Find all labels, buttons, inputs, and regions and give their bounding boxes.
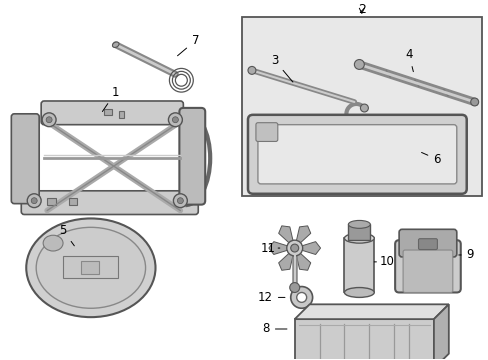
Bar — [344, 238, 373, 292]
Circle shape — [42, 113, 56, 127]
Circle shape — [470, 98, 478, 106]
Ellipse shape — [344, 288, 373, 297]
FancyBboxPatch shape — [257, 125, 456, 184]
Circle shape — [286, 240, 302, 256]
Polygon shape — [294, 248, 310, 270]
Bar — [347, 224, 369, 240]
Text: 7: 7 — [177, 34, 199, 56]
Text: 11: 11 — [260, 242, 279, 255]
Polygon shape — [294, 242, 320, 255]
Circle shape — [27, 194, 41, 208]
Bar — [63, 256, 118, 278]
Circle shape — [177, 198, 183, 204]
Ellipse shape — [43, 235, 63, 251]
Circle shape — [354, 59, 364, 69]
Text: 6: 6 — [421, 152, 440, 166]
Circle shape — [296, 292, 306, 302]
Text: 2: 2 — [357, 3, 365, 16]
Bar — [242, 17, 481, 196]
Text: 10: 10 — [373, 255, 393, 268]
Bar — [47, 198, 56, 204]
Circle shape — [168, 113, 182, 127]
FancyBboxPatch shape — [394, 240, 460, 292]
Circle shape — [46, 117, 52, 123]
Text: 1: 1 — [102, 86, 119, 112]
FancyBboxPatch shape — [418, 239, 436, 249]
Text: 5: 5 — [59, 224, 74, 246]
FancyBboxPatch shape — [179, 108, 205, 204]
Text: 9: 9 — [458, 248, 473, 261]
Ellipse shape — [347, 220, 369, 228]
Circle shape — [172, 117, 178, 123]
Polygon shape — [268, 242, 294, 255]
FancyBboxPatch shape — [402, 250, 452, 292]
Bar — [69, 198, 77, 204]
Polygon shape — [294, 304, 448, 319]
Bar — [294, 319, 433, 360]
Bar — [81, 261, 99, 274]
Bar — [119, 111, 123, 118]
FancyBboxPatch shape — [21, 191, 198, 215]
Circle shape — [173, 194, 187, 208]
Bar — [103, 109, 112, 115]
Circle shape — [290, 287, 312, 308]
Polygon shape — [294, 226, 310, 248]
Circle shape — [289, 283, 299, 292]
Ellipse shape — [344, 233, 373, 243]
FancyBboxPatch shape — [41, 101, 183, 125]
FancyBboxPatch shape — [11, 114, 39, 204]
Ellipse shape — [112, 42, 119, 48]
Text: 12: 12 — [257, 291, 285, 304]
FancyBboxPatch shape — [398, 229, 456, 257]
FancyBboxPatch shape — [255, 123, 277, 141]
Text: 4: 4 — [405, 48, 412, 72]
Polygon shape — [278, 226, 294, 248]
Circle shape — [360, 104, 367, 112]
Text: 8: 8 — [262, 323, 286, 336]
Text: 3: 3 — [270, 54, 292, 82]
Polygon shape — [278, 248, 294, 270]
Circle shape — [31, 198, 37, 204]
Circle shape — [290, 244, 298, 252]
Circle shape — [247, 67, 255, 74]
Polygon shape — [433, 304, 448, 360]
Ellipse shape — [26, 219, 155, 317]
FancyBboxPatch shape — [247, 115, 466, 194]
Ellipse shape — [36, 227, 145, 308]
